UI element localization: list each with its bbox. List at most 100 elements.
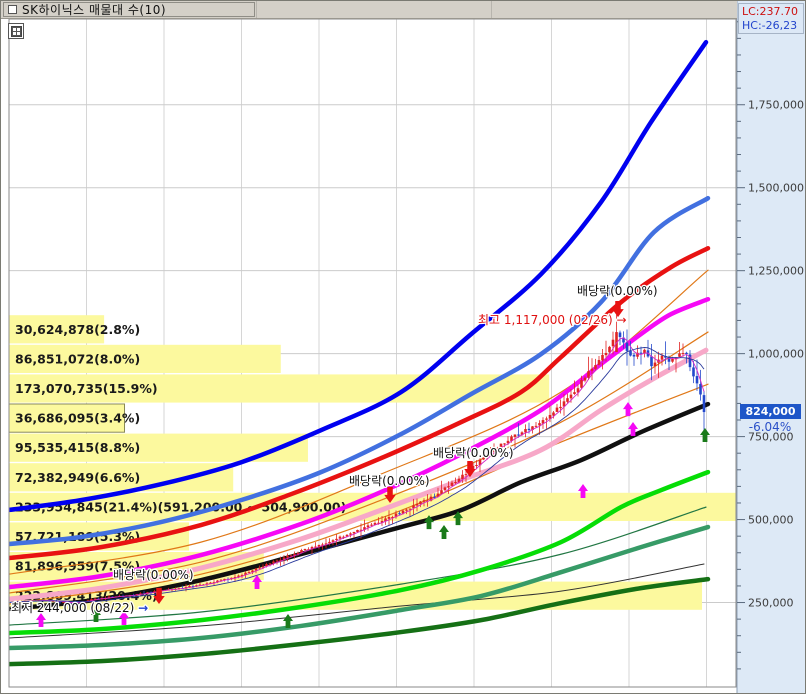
candle-body bbox=[569, 394, 573, 399]
derived-ma-12 bbox=[10, 347, 705, 603]
candle-body bbox=[534, 425, 538, 427]
candle-body bbox=[216, 580, 219, 583]
candle-body bbox=[261, 566, 265, 568]
axis-label: 250,000 bbox=[748, 597, 794, 610]
ma-line-orange-band-2 bbox=[9, 331, 709, 594]
candle-body bbox=[639, 352, 643, 354]
axis-label: 1,250,000 bbox=[748, 265, 804, 278]
candle-body bbox=[555, 407, 559, 412]
candle-body bbox=[107, 596, 111, 598]
candle-body bbox=[440, 490, 443, 494]
candle-body bbox=[349, 533, 352, 535]
volume-band bbox=[9, 374, 550, 403]
candle-body bbox=[314, 546, 317, 548]
candle-body bbox=[244, 572, 247, 575]
buy-signal-arrow-icon bbox=[439, 525, 449, 540]
candle-body bbox=[436, 493, 440, 497]
grid-tool-button[interactable] bbox=[8, 23, 24, 39]
lc-value: LC:237.70 bbox=[742, 5, 799, 18]
buy-signal-arrow-icon bbox=[252, 574, 262, 589]
candle-body bbox=[499, 443, 503, 449]
axis-label: 1,500,000 bbox=[748, 182, 804, 195]
candle-body bbox=[328, 541, 331, 544]
ma-ribbon bbox=[9, 39, 711, 667]
annotations: 배당락(0.00%)배당락(0.00%)배당락(0.00%)배당락(0.00%)… bbox=[10, 283, 659, 616]
volume-band-label: 72,382,949(6.6%) bbox=[15, 470, 140, 485]
buy-signal-arrow-icon bbox=[424, 515, 434, 530]
candle-body bbox=[629, 350, 632, 356]
candle-body bbox=[471, 465, 475, 470]
candle-body bbox=[674, 357, 678, 360]
buy-signal-arrow-icon bbox=[578, 484, 588, 499]
candle-body bbox=[356, 529, 359, 532]
volume-band-label: 30,624,878(2.8%) bbox=[15, 322, 140, 337]
ex-dividend-label: 배당락(0.00%) bbox=[349, 474, 430, 488]
candle-body bbox=[478, 459, 482, 466]
ma-line-thin-dark-ma bbox=[9, 563, 705, 639]
candle-body bbox=[650, 356, 653, 367]
candle-body bbox=[695, 376, 699, 384]
candle-body bbox=[254, 568, 258, 571]
price-axis-panel[interactable] bbox=[737, 1, 806, 694]
candle-body bbox=[391, 516, 394, 518]
candle-body bbox=[601, 354, 604, 361]
titlebar-separator bbox=[256, 1, 257, 18]
candle-body bbox=[422, 500, 426, 502]
candle-body bbox=[58, 601, 62, 603]
candle-body bbox=[412, 505, 415, 509]
candle-body bbox=[251, 570, 254, 573]
candle-body bbox=[576, 388, 580, 393]
candle-body bbox=[240, 574, 244, 576]
candle-body bbox=[153, 591, 156, 593]
candle-body bbox=[685, 352, 688, 355]
candle-body bbox=[548, 414, 552, 419]
candle-body bbox=[230, 577, 233, 580]
candle-body bbox=[587, 371, 590, 378]
ma-line-dark-blue-ma bbox=[9, 39, 709, 513]
price-axis[interactable]: 1,750,000 1,500,000 1,250,000 1,000,000 750,… bbox=[737, 21, 804, 670]
ma-line-magenta-ma bbox=[9, 296, 711, 590]
candle-body bbox=[265, 564, 268, 567]
ex-dividend-label: 배당락(0.00%) bbox=[113, 568, 194, 582]
candle-body bbox=[461, 474, 464, 480]
ex-dividend-label: 배당락(0.00%) bbox=[577, 284, 658, 298]
candle-body bbox=[580, 380, 583, 388]
candle-body bbox=[527, 428, 531, 431]
ma-line-orange-band-3 bbox=[9, 383, 709, 605]
candle-body bbox=[688, 354, 692, 368]
buy-signal-arrow-icon bbox=[700, 427, 710, 442]
ex-dividend-arrow-icon bbox=[464, 460, 476, 478]
ma-line-thin-green-ma bbox=[9, 506, 707, 626]
candle-body bbox=[209, 582, 212, 584]
candle-body bbox=[398, 513, 401, 515]
candle-body bbox=[237, 575, 240, 577]
title-tab[interactable]: SK하이닉스 매물대 수(10) bbox=[3, 2, 255, 17]
axis-label: 1,000,000 bbox=[748, 348, 804, 361]
candle-body bbox=[643, 349, 646, 354]
candle-body bbox=[370, 524, 373, 526]
candle-body bbox=[86, 600, 90, 602]
candle-body bbox=[90, 599, 93, 601]
volume-band-label: 86,851,072(8.0%) bbox=[15, 351, 140, 366]
candle-body bbox=[615, 332, 618, 352]
volume-band-label: 81,896,959(7.5%) bbox=[15, 559, 140, 574]
candle-body bbox=[321, 544, 324, 546]
candle-body bbox=[517, 434, 520, 436]
axis-label: 500,000 bbox=[748, 514, 794, 527]
candle-body bbox=[9, 601, 13, 603]
title-bar: SK하이닉스 매물대 수(10) bbox=[1, 1, 737, 19]
low-pointer-arrow-icon: → bbox=[138, 601, 148, 615]
candle-body bbox=[268, 563, 272, 565]
candle-body bbox=[359, 529, 363, 531]
candle-body bbox=[538, 423, 541, 426]
candle-body bbox=[618, 332, 622, 337]
candle-body bbox=[583, 377, 587, 381]
titlebar-separator bbox=[491, 1, 492, 18]
candle-body bbox=[622, 337, 625, 343]
ex-dividend-arrow-icon bbox=[153, 587, 165, 605]
candle-body bbox=[611, 339, 615, 347]
buy-signal-arrow-icon bbox=[628, 422, 638, 437]
candle-body bbox=[625, 342, 629, 351]
candle-body bbox=[317, 544, 321, 547]
